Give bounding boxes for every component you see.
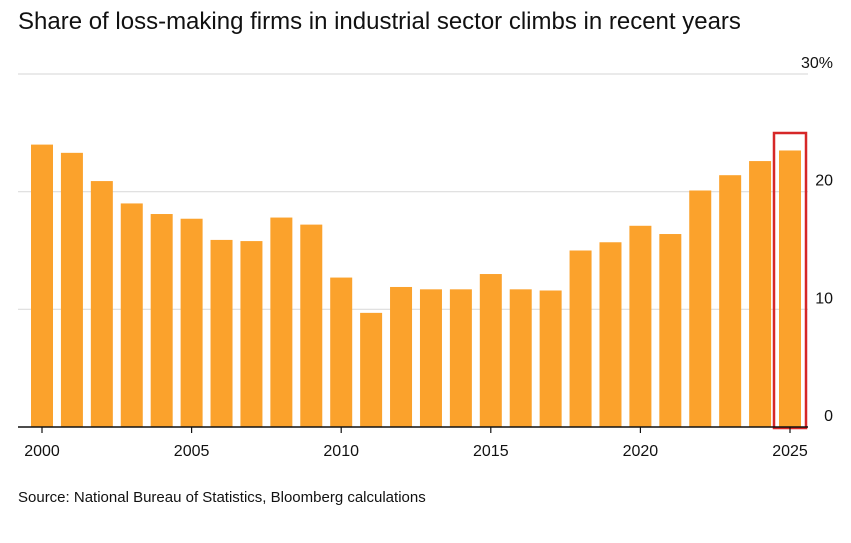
x-tick-labels: 2000 2005 2010 2015 2020 2025: [24, 443, 808, 460]
bar-2013: [419, 289, 442, 427]
bar-2000: [31, 144, 53, 427]
bar-2017: [539, 290, 562, 427]
y-tick-label-20: 20: [815, 173, 833, 190]
bar-2005: [180, 218, 203, 427]
bar-2009: [300, 224, 323, 427]
y-tick-label-30: 30%: [801, 55, 833, 72]
chart-title: Share of loss-making firms in industrial…: [18, 8, 741, 35]
x-axis: [18, 426, 808, 433]
source-note: Source: National Bureau of Statistics, B…: [18, 489, 426, 506]
bar-2022: [689, 190, 712, 427]
bar-2023: [719, 175, 742, 427]
y-tick-label-10: 10: [815, 290, 833, 307]
bar-2001: [60, 152, 83, 427]
bar-2018: [569, 250, 592, 427]
x-tick-label-2000: 2000: [24, 443, 60, 460]
bar-2007: [240, 241, 263, 427]
bar-2008: [270, 217, 293, 427]
bar-2011: [360, 312, 383, 427]
x-tick-label-2025: 2025: [772, 443, 808, 460]
bar-2019: [599, 242, 622, 427]
x-tick-label-2015: 2015: [473, 443, 509, 460]
x-tick-label-2020: 2020: [623, 443, 659, 460]
bar-2006: [210, 239, 233, 427]
bar-2020: [629, 225, 652, 427]
y-tick-label-0: 0: [824, 408, 833, 425]
bar-2024: [749, 161, 772, 427]
bar-2021: [659, 234, 682, 427]
x-tick-label-2010: 2010: [323, 443, 359, 460]
bar-2012: [390, 286, 413, 427]
y-tick-labels: 0 10 20 30%: [801, 55, 833, 425]
x-tick-label-2005: 2005: [174, 443, 210, 460]
bars: [31, 144, 801, 427]
bar-2003: [120, 203, 143, 427]
bar-2004: [150, 214, 173, 427]
bar-2010: [330, 277, 353, 427]
bar-2016: [509, 289, 532, 427]
bar-2002: [90, 181, 113, 427]
bar-2015: [479, 274, 502, 427]
bar-2014: [449, 289, 472, 427]
bar-2025: [779, 150, 801, 427]
